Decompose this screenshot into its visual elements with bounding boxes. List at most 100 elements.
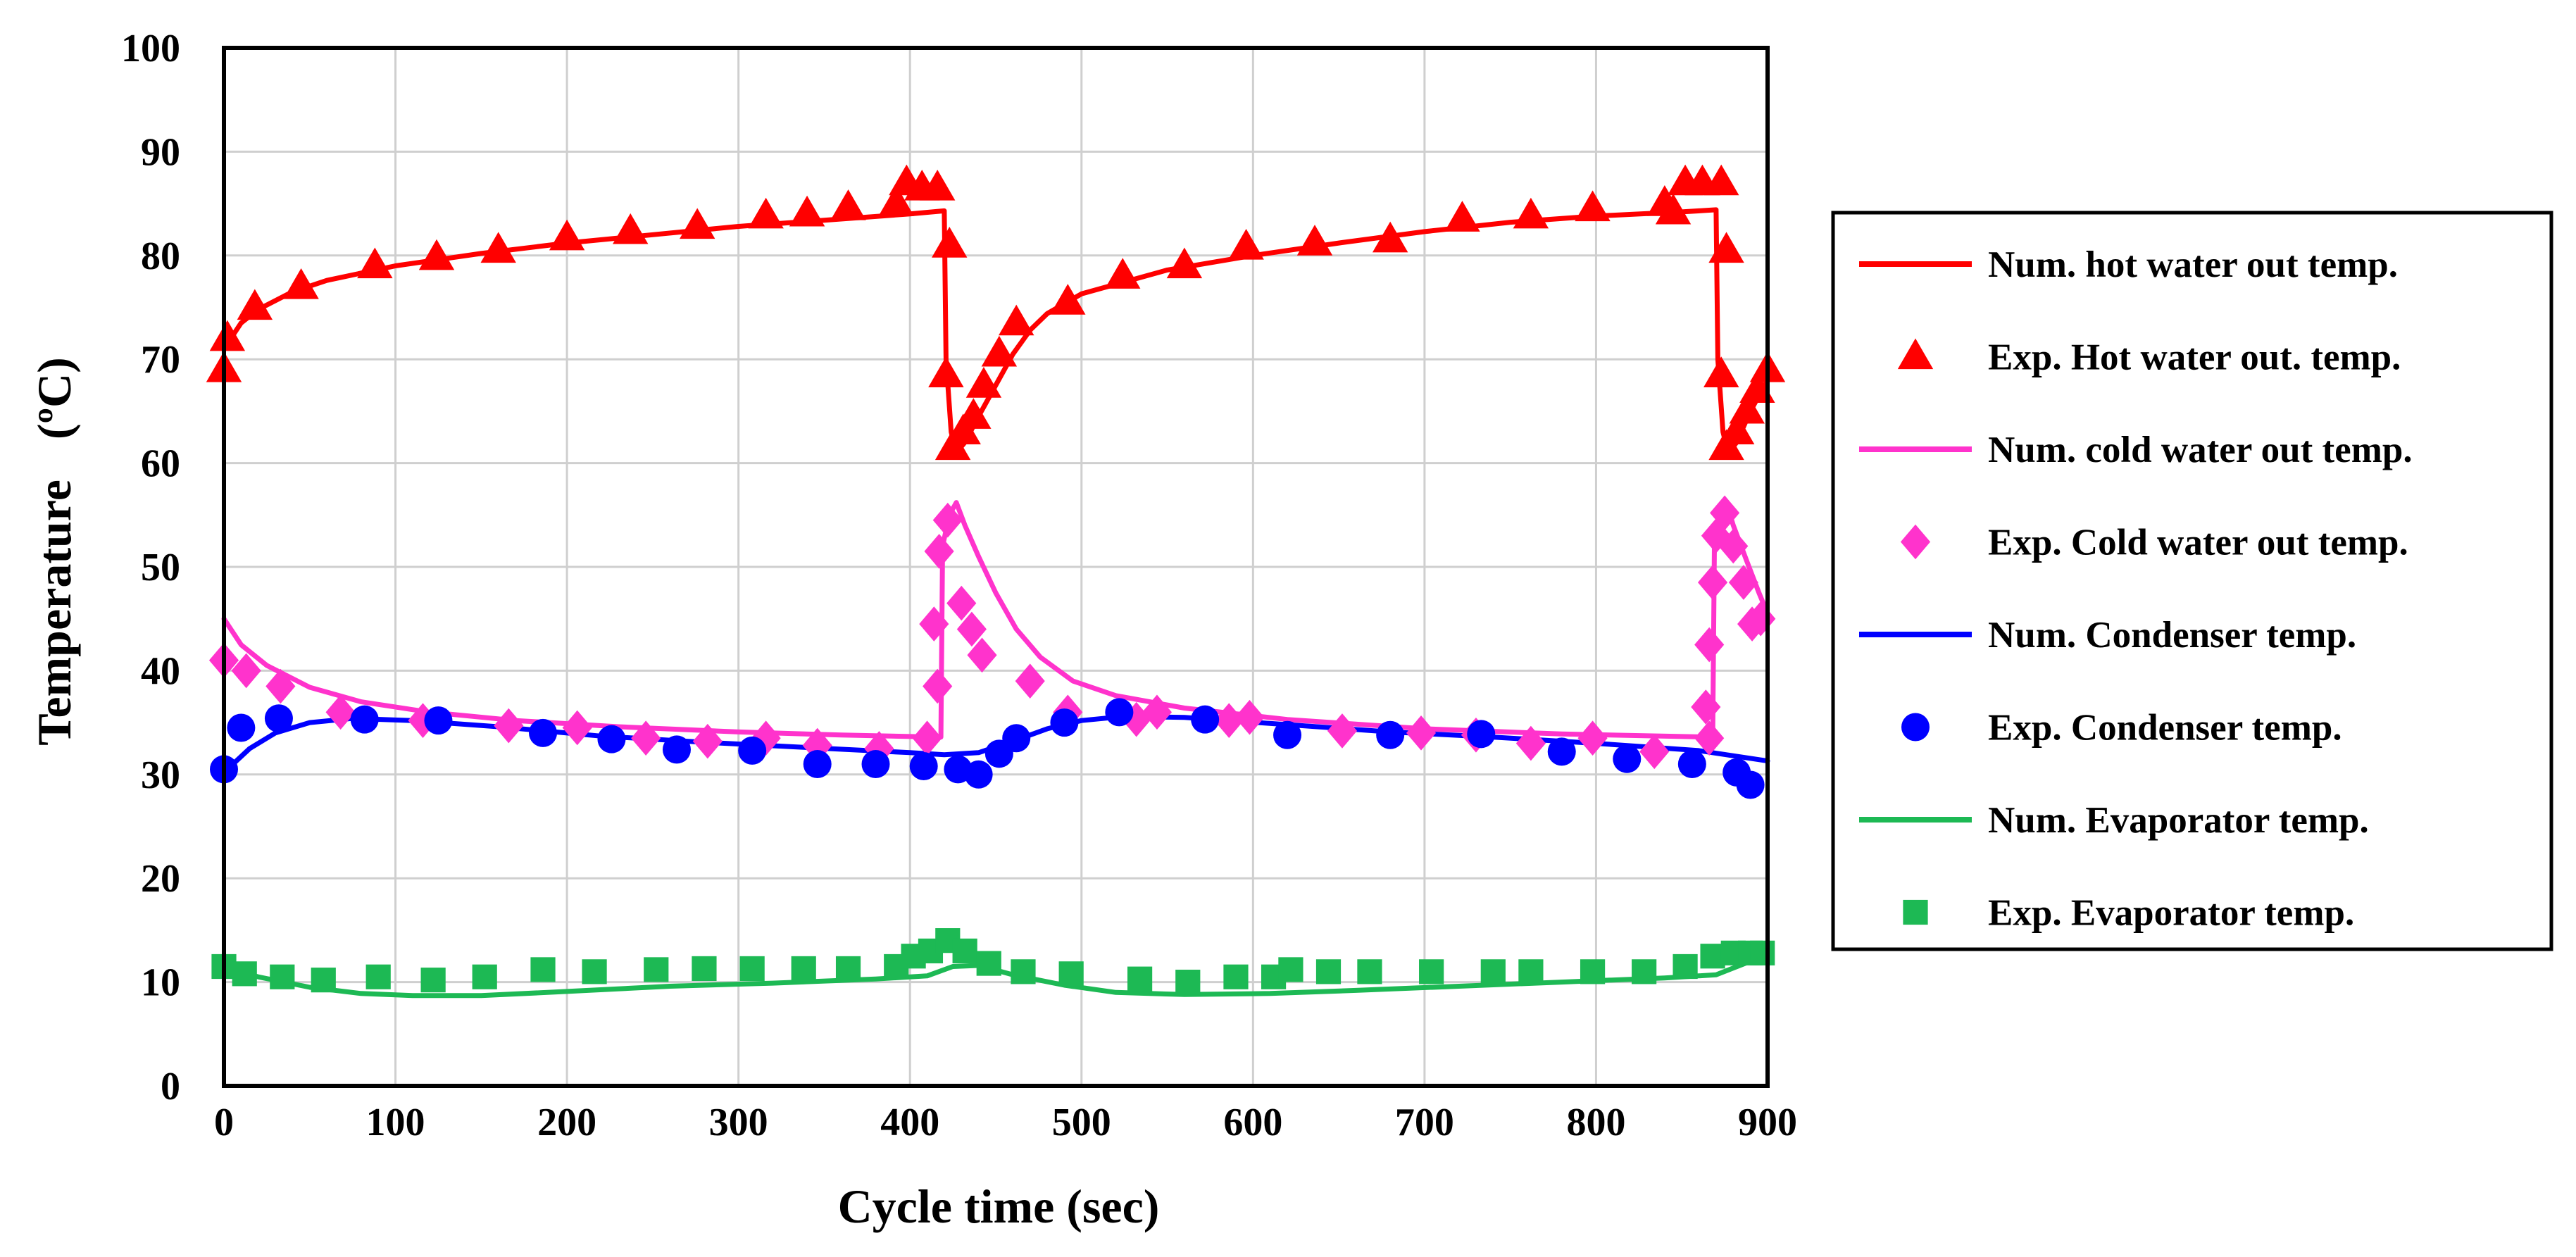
- data-point-square: [739, 956, 765, 982]
- legend-label: Num. cold water out temp.: [1988, 430, 2413, 470]
- data-point-diamond: [265, 668, 296, 704]
- series-markers: [206, 164, 1786, 995]
- data-point-triangle: [1655, 193, 1692, 225]
- legend-marker-symbol: [1901, 713, 1930, 742]
- data-point-square: [1419, 959, 1444, 984]
- data-point-circle: [1105, 698, 1134, 727]
- data-point-diamond: [967, 637, 997, 673]
- data-point-triangle: [965, 367, 1002, 398]
- legend-box: [1831, 211, 2553, 951]
- data-point-square: [270, 964, 295, 989]
- data-point-square: [1518, 959, 1544, 984]
- data-point-triangle: [418, 239, 455, 270]
- data-point-circle: [424, 706, 453, 735]
- data-point-diamond: [692, 723, 723, 759]
- y-axis-title: Temperature (ºC): [27, 357, 81, 746]
- x-tick-label: 700: [1395, 1101, 1454, 1144]
- data-point-triangle: [1708, 429, 1744, 461]
- data-point-triangle: [480, 232, 516, 263]
- data-point-triangle: [680, 208, 715, 239]
- legend-marker-symbol: [1897, 338, 1934, 370]
- legend-label: Exp. Cold water out temp.: [1988, 523, 2408, 563]
- y-tick-label: 100: [121, 27, 180, 70]
- data-point-diamond: [494, 708, 524, 744]
- data-point-circle: [1613, 744, 1642, 773]
- data-point-circle: [1677, 750, 1706, 779]
- data-point-circle: [1376, 720, 1405, 749]
- data-point-triangle: [1228, 228, 1264, 260]
- data-point-circle: [227, 713, 256, 742]
- data-point-square: [1750, 940, 1775, 965]
- data-point-circle: [529, 718, 558, 747]
- data-point-square: [311, 968, 336, 993]
- data-point-circle: [350, 705, 379, 734]
- y-axis-title-label: Temperature: [27, 480, 81, 746]
- data-point-triangle: [932, 227, 968, 258]
- data-point-circle: [909, 752, 938, 781]
- data-point-circle: [861, 750, 890, 779]
- data-point-square: [1672, 953, 1698, 980]
- data-point-triangle: [934, 429, 971, 461]
- data-point-triangle: [1513, 197, 1549, 229]
- data-point-square: [644, 957, 669, 982]
- data-point-circle: [662, 735, 691, 764]
- data-point-square: [1580, 959, 1606, 984]
- data-point-diamond: [919, 606, 949, 642]
- data-point-square: [952, 938, 977, 963]
- data-point-circle: [803, 750, 832, 779]
- data-point-diamond: [912, 720, 942, 756]
- y-tick-label: 70: [141, 338, 180, 382]
- data-point-triangle: [878, 185, 914, 216]
- data-point-triangle: [1703, 164, 1739, 196]
- x-tick-label: 500: [1052, 1101, 1111, 1144]
- data-point-diamond: [956, 611, 987, 647]
- data-point-square: [530, 957, 556, 982]
- data-point-triangle: [981, 335, 1018, 367]
- data-point-square: [1223, 964, 1249, 989]
- data-point-circle: [1547, 737, 1576, 766]
- data-point-diamond: [924, 534, 954, 569]
- x-tick-label: 600: [1223, 1101, 1282, 1144]
- y-tick-label: 10: [141, 961, 180, 1005]
- x-tick-label: 800: [1566, 1101, 1625, 1144]
- data-point-square: [835, 956, 861, 982]
- x-axis-title: Cycle time (sec): [838, 1180, 1160, 1233]
- data-point-circle: [1191, 705, 1220, 734]
- data-point-diamond: [1515, 725, 1546, 761]
- data-point-diamond: [1728, 565, 1758, 600]
- data-point-diamond: [1639, 734, 1670, 770]
- x-tick-label: 200: [537, 1101, 596, 1144]
- data-point-diamond: [1710, 495, 1740, 531]
- data-point-triangle: [1050, 284, 1086, 315]
- data-point-square: [1357, 959, 1382, 984]
- y-tick-label: 80: [141, 234, 180, 278]
- data-point-square: [692, 956, 717, 982]
- data-point-circle: [1002, 724, 1031, 753]
- x-tick-label: 100: [366, 1101, 425, 1144]
- data-point-triangle: [830, 189, 866, 220]
- data-point-triangle: [999, 304, 1034, 336]
- legend: Num. hot water out temp. Exp. Hot water o…: [1831, 211, 2553, 951]
- x-tick-label: 400: [880, 1101, 939, 1144]
- x-tick-label: 0: [214, 1101, 234, 1144]
- data-point-triangle: [1372, 221, 1408, 253]
- data-point-diamond: [1697, 565, 1728, 600]
- data-point-triangle: [956, 398, 992, 429]
- y-tick-label: 40: [141, 649, 180, 693]
- legend-marker-symbol: [1900, 524, 1931, 560]
- data-point-diamond: [1694, 720, 1725, 756]
- data-point-diamond: [631, 720, 661, 756]
- data-point-diamond: [932, 502, 963, 538]
- data-point-circle: [964, 760, 993, 789]
- y-axis-title-group: Temperature (ºC): [27, 357, 81, 746]
- data-point-diamond: [1718, 528, 1749, 564]
- data-point-triangle: [613, 213, 649, 244]
- data-point-diamond: [1142, 694, 1173, 730]
- data-point-diamond: [1694, 627, 1725, 663]
- data-point-diamond: [1691, 689, 1721, 725]
- data-point-diamond: [1406, 715, 1437, 751]
- data-point-triangle: [1444, 201, 1480, 232]
- data-point-diamond: [1015, 663, 1045, 699]
- data-point-triangle: [928, 356, 964, 387]
- data-point-triangle: [1708, 232, 1744, 263]
